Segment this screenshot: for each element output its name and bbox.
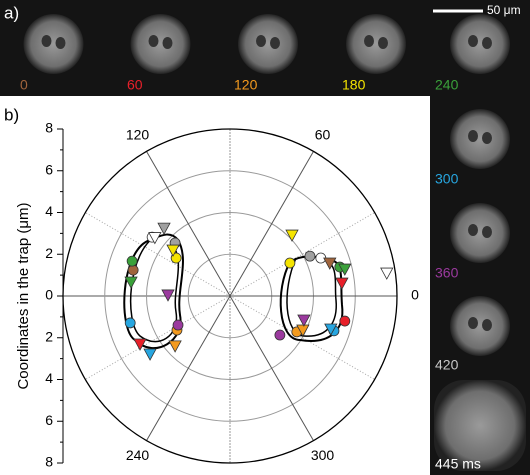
cell-spot [163,37,173,49]
frame-label: 120 [234,77,258,93]
cell [450,14,510,74]
cell-spot [468,35,478,47]
cell-spot [482,132,492,144]
cell-spot [270,37,280,49]
data-point [340,316,350,326]
data-point [128,265,138,275]
cell-spot [378,37,388,49]
data-point [285,258,295,268]
frame-label: 300 [435,171,459,187]
angle-tick-label: 120 [126,126,150,142]
data-point [305,251,315,261]
cell [24,14,84,74]
cell-spot [482,226,492,238]
cell [346,14,406,74]
frame-label: 0 [20,77,28,93]
y-tick-label: 2 [45,245,53,261]
cell-spot [482,37,492,49]
cell [450,109,510,169]
y-tick-label: 6 [45,412,53,428]
frame-label: 240 [435,77,459,93]
cell-spot [56,37,66,49]
cell [131,14,191,74]
data-point [173,320,183,330]
y-tick-label: 6 [45,161,53,177]
y-tick-label: 0 [45,287,53,303]
y-tick-label: 8 [45,454,53,470]
data-point [275,330,285,340]
cell [450,296,510,356]
frame-label: 180 [342,77,366,93]
y-tick-label: 8 [45,120,53,136]
panel-label: b) [4,105,19,124]
data-point [127,256,137,266]
cell-spot [149,35,159,47]
data-point [125,318,135,328]
y-tick-label: 4 [45,370,53,386]
cell-spot [468,130,478,142]
cell-spot [482,319,492,331]
y-tick-label: 4 [45,203,53,219]
angle-tick-label: 60 [315,126,331,142]
cell [450,203,510,263]
angle-tick-label: 300 [311,447,335,463]
cell-spot [468,224,478,236]
panel-label: a) [4,3,19,22]
scale-bar-label: 50 μm [487,3,521,17]
frame-label: 420 [435,357,459,373]
cell-spot [364,35,374,47]
cell-spot [468,317,478,329]
frame-label: 445 ms [435,456,481,472]
cell-spot [42,35,52,47]
figure: 060120180240300360420445 ms 50 μm a) b) … [0,0,530,475]
frame-label: 60 [127,77,143,93]
y-axis-label: Coordinates in the trap (μm) [15,202,32,389]
angle-tick-label: 240 [126,447,150,463]
frame-label: 360 [435,265,459,281]
y-tick-label: 2 [45,328,53,344]
cell-spot [256,35,266,47]
cell [238,14,298,74]
angle-tick-label: 0 [411,287,419,303]
